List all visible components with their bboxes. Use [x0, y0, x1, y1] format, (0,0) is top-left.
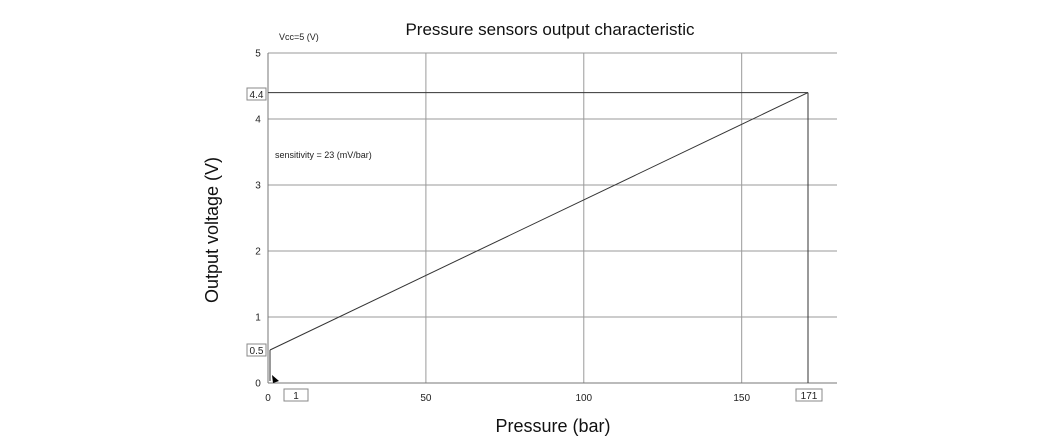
- marker-x-left-text: 1: [293, 391, 299, 402]
- marker-x-left: 1: [283, 388, 309, 402]
- marker-y-top: 4.4: [246, 87, 267, 101]
- chart-title: Pressure sensors output characteristic: [405, 20, 695, 39]
- y-tick-label: 1: [255, 313, 261, 324]
- x-tick-label: 50: [420, 393, 432, 404]
- output-characteristic-line: [269, 92, 809, 351]
- marker-x-right-text: 171: [801, 391, 818, 402]
- grid: [268, 52, 837, 384]
- x-tick-label: 0: [265, 393, 271, 404]
- y-tick-label: 2: [255, 247, 261, 258]
- arrow-marker: [272, 375, 279, 383]
- x-tick-label: 150: [733, 393, 750, 404]
- marker-y-top-text: 4.4: [250, 90, 264, 101]
- x-axis-title: Pressure (bar): [495, 416, 610, 436]
- y-tick-label: 3: [255, 181, 261, 192]
- y-tick-label: 5: [255, 49, 261, 60]
- x-tick-label: 100: [575, 393, 592, 404]
- marker-y-bottom: 0.5: [246, 343, 267, 357]
- y-tick-label: 4: [255, 115, 261, 126]
- y-tick-label: 0: [255, 379, 261, 390]
- vcc-annotation: Vcc=5 (V): [279, 32, 319, 42]
- y-axis-title: Output voltage (V): [202, 157, 222, 303]
- marker-x-right: 171: [795, 388, 823, 402]
- sensitivity-annotation: sensitivity = 23 (mV/bar): [275, 150, 372, 160]
- marker-y-bottom-text: 0.5: [250, 346, 264, 357]
